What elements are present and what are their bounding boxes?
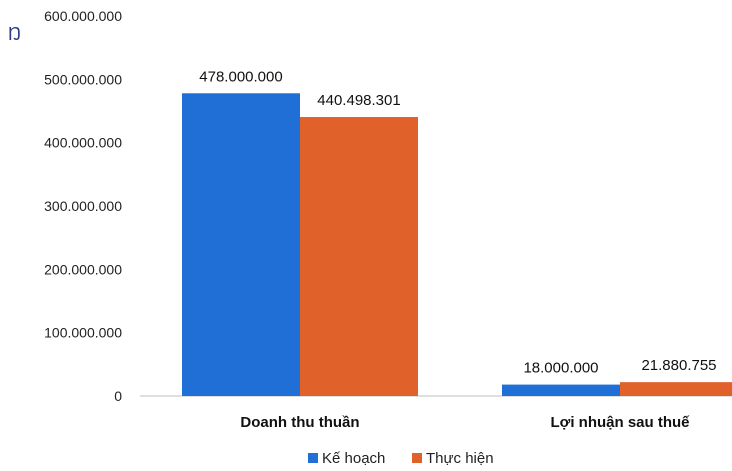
data-label: 21.880.755	[641, 357, 716, 374]
bar-ke-hoach-0	[182, 93, 300, 397]
bar-thuc-hien-0	[300, 117, 418, 396]
legend-swatch	[412, 453, 422, 463]
legend-swatch	[308, 453, 318, 463]
bar-thuc-hien-1	[620, 382, 732, 396]
y-tick-label: 100.000.000	[44, 325, 122, 341]
data-labels: 478.000.000 440.498.301 18.000.000 21.880.7…	[199, 68, 716, 376]
y-axis-ticks: 0 100.000.000 200.000.000 300.000.000 400.00…	[44, 8, 122, 404]
legend: Kế hoạch Thực hiện	[308, 450, 494, 467]
x-axis-categories: Doanh thu thuần Lợi nhuận sau thuế	[240, 414, 690, 431]
bar-ke-hoach-1	[502, 384, 620, 396]
stray-glyph: Ŋ	[8, 24, 21, 44]
y-tick-label: 400.000.000	[44, 135, 122, 151]
y-tick-label: 500.000.000	[44, 71, 122, 87]
y-tick-label: 300.000.000	[44, 198, 122, 214]
legend-label: Kế hoạch	[322, 450, 385, 467]
y-tick-label: 600.000.000	[44, 8, 122, 24]
data-label: 478.000.000	[199, 68, 282, 85]
category-label: Lợi nhuận sau thuế	[551, 414, 691, 431]
legend-label: Thực hiện	[426, 450, 494, 467]
data-label: 18.000.000	[523, 360, 598, 377]
y-tick-label: 200.000.000	[44, 261, 122, 277]
bars	[182, 93, 732, 397]
category-label: Doanh thu thuần	[240, 414, 359, 431]
y-tick-label: 0	[114, 388, 122, 404]
data-label: 440.498.301	[317, 92, 400, 109]
